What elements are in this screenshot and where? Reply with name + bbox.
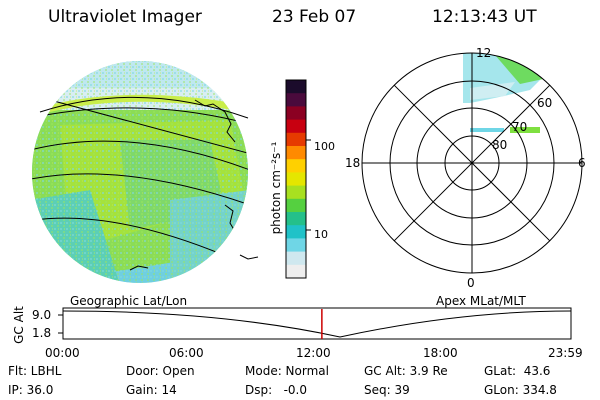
mlt-label-0: 0 (467, 276, 475, 290)
polar-plot (361, 52, 583, 274)
observation-date: 23 Feb 07 (272, 7, 357, 27)
y-tick-1.8: 1.8 (32, 326, 52, 340)
x-tick-2359: 23:59 (548, 346, 583, 360)
status-ip: IP: 36.0 (8, 383, 54, 397)
altitude-timeline (58, 307, 572, 340)
status-dsp: Dsp: -0.0 (245, 383, 308, 397)
mlat-label-60: 60 (537, 96, 553, 110)
status-glat: GLat: 43.6 (484, 364, 551, 378)
timeline-y-title: GC Alt (12, 306, 26, 344)
mlt-label-18: 18 (345, 156, 361, 170)
status-glon: GLon: 334.8 (484, 383, 557, 397)
colorbar-tick-100: 100 (314, 140, 335, 153)
mlat-label-70: 70 (512, 120, 528, 134)
mlt-label-12: 12 (476, 46, 492, 60)
colorbar-swatch (286, 212, 306, 226)
observation-time: 12:13:43 UT (432, 7, 537, 27)
colorbar-swatch (286, 106, 306, 121)
mlat-label-80: 80 (492, 138, 508, 152)
status-gain: Gain: 14 (126, 383, 177, 397)
mlt-label-6: 6 (578, 156, 586, 170)
colorbar-swatch (286, 146, 306, 160)
status-mode: Mode: Normal (245, 364, 329, 378)
colorbar-tick-10: 10 (314, 228, 328, 241)
colorbar-label: photon cm⁻²s⁻¹ (269, 141, 283, 235)
colorbar-swatch (286, 172, 306, 187)
status-seq: Seq: 39 (364, 383, 410, 397)
colorbar-swatch (286, 185, 306, 200)
colorbar-swatch (286, 93, 306, 107)
x-tick-1200: 12:00 (296, 346, 331, 360)
geographic-label: Geographic Lat/Lon (70, 294, 188, 308)
colorbar-swatch (286, 198, 306, 213)
colorbar-swatch (286, 225, 306, 239)
colorbar (285, 79, 311, 279)
x-tick-0000: 00:00 (45, 346, 80, 360)
colorbar-swatch (286, 119, 306, 134)
colorbar-swatch (286, 159, 306, 173)
y-tick-9: 9.0 (32, 308, 52, 322)
status-flt: Flt: LBHL (8, 364, 62, 378)
colorbar-swatch (286, 80, 306, 94)
colorbar-swatch (286, 251, 306, 266)
status-door: Door: Open (126, 364, 195, 378)
earth-disk-image (32, 61, 259, 283)
colorbar-swatch (286, 132, 306, 147)
x-tick-0600: 06:00 (169, 346, 204, 360)
x-tick-1800: 18:00 (423, 346, 458, 360)
colorbar-swatch (286, 264, 306, 279)
instrument-title: Ultraviolet Imager (48, 7, 202, 27)
status-gcalt: GC Alt: 3.9 Re (364, 364, 448, 378)
colorbar-swatch (286, 238, 306, 253)
colorbar-border (285, 79, 307, 279)
apex-label: Apex MLat/MLT (436, 294, 526, 308)
